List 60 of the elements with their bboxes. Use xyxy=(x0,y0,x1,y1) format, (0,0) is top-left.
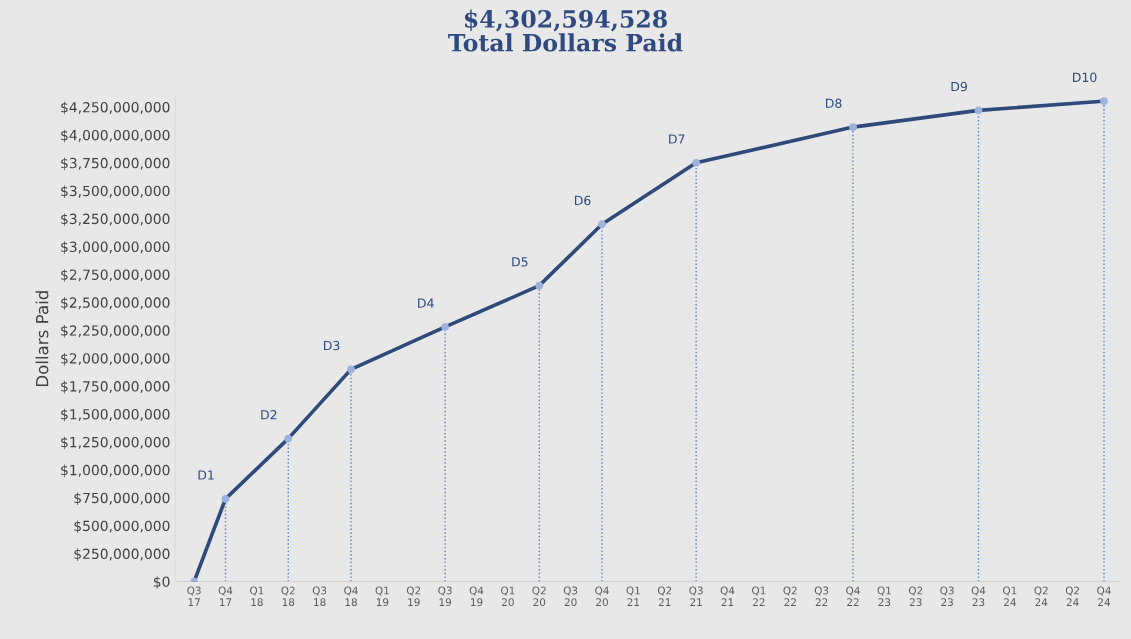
x-tick-label: Q2 18 xyxy=(281,586,295,607)
x-tick-label: Q1 20 xyxy=(501,586,515,607)
y-tick-label: $3,000,000,000 xyxy=(61,241,170,254)
y-axis-title: Dollars Paid xyxy=(35,291,49,387)
x-tick-label: Q3 21 xyxy=(689,586,703,606)
y-tick-label: $250,000,000 xyxy=(74,548,170,561)
y-tick-label: $1,500,000,000 xyxy=(61,408,170,422)
y-tick-label: $3,750,000,000 xyxy=(61,157,170,171)
x-tick-label: Q2 19 xyxy=(406,586,421,607)
annotation: D2 xyxy=(261,410,277,420)
y-tick-label: $3,500,000,000 xyxy=(61,185,170,199)
x-tick-label: Q3 22 xyxy=(814,586,829,606)
x-tick-label: Q4 17 xyxy=(218,586,233,606)
annotation: D7 xyxy=(669,134,685,144)
x-tick-label: Q2 24 xyxy=(1065,586,1079,606)
y-tick-label: $2,250,000,000 xyxy=(61,325,170,338)
y-tick-label: $1,000,000,000 xyxy=(61,464,170,478)
x-tick-label: Q3 19 xyxy=(438,586,452,607)
annotation: D8 xyxy=(826,98,842,109)
x-tick-label: Q2 24 xyxy=(1034,586,1048,606)
y-tick-label: $2,500,000,000 xyxy=(61,297,170,310)
annotation: D1 xyxy=(198,470,214,480)
x-tick-label: Q3 23 xyxy=(940,586,954,607)
x-tick-label: Q1 22 xyxy=(752,586,766,606)
x-tick-label: Q4 24 xyxy=(1097,586,1111,606)
annotation: D6 xyxy=(575,195,591,206)
x-tick-label: Q3 18 xyxy=(312,586,327,607)
x-tick-label: Q4 18 xyxy=(344,586,358,607)
x-tick-label: Q2 23 xyxy=(908,586,923,607)
y-tick-label: $4,250,000,000 xyxy=(61,101,170,115)
x-tick-label: Q4 19 xyxy=(469,586,484,607)
y-tick-label: $0 xyxy=(153,576,170,589)
x-tick-label: Q1 23 xyxy=(877,586,891,607)
x-tick-label: Q4 22 xyxy=(846,586,860,606)
x-tick-label: Q2 21 xyxy=(657,586,672,606)
y-tick-label: $4,000,000,000 xyxy=(61,129,170,143)
y-tick-label: $1,250,000,000 xyxy=(61,436,170,450)
x-tick-label: Q3 20 xyxy=(563,586,578,607)
x-tick-label: Q4 23 xyxy=(971,586,986,607)
x-tick-label: Q2 22 xyxy=(783,586,797,606)
x-tick-label: Q2 20 xyxy=(532,586,546,607)
y-tick-label: $500,000,000 xyxy=(74,520,170,533)
x-tick-label: Q3 17 xyxy=(187,586,201,606)
chart-title: $4,302,594,528 Total Dollars Paid xyxy=(448,9,683,52)
y-tick-label: $1,750,000,000 xyxy=(61,380,170,394)
annotation: D9 xyxy=(951,81,967,92)
annotation: D10 xyxy=(1073,72,1097,83)
y-tick-label: $2,750,000,000 xyxy=(61,269,170,282)
x-tick-label: Q1 21 xyxy=(626,586,640,606)
x-tick-label: Q4 21 xyxy=(720,586,735,606)
y-tick-label: $3,250,000,000 xyxy=(61,213,170,226)
y-tick-label: $750,000,000 xyxy=(74,492,170,506)
y-tick-label: $2,000,000,000 xyxy=(61,352,170,366)
x-tick-label: Q1 18 xyxy=(250,586,264,607)
annotation: D5 xyxy=(512,257,528,267)
x-tick-label: Q1 19 xyxy=(375,586,389,607)
annotation: D4 xyxy=(418,298,434,308)
x-tick-label: Q1 24 xyxy=(1003,586,1017,606)
annotation: D3 xyxy=(324,340,340,351)
x-tick-label: Q4 20 xyxy=(595,586,609,607)
